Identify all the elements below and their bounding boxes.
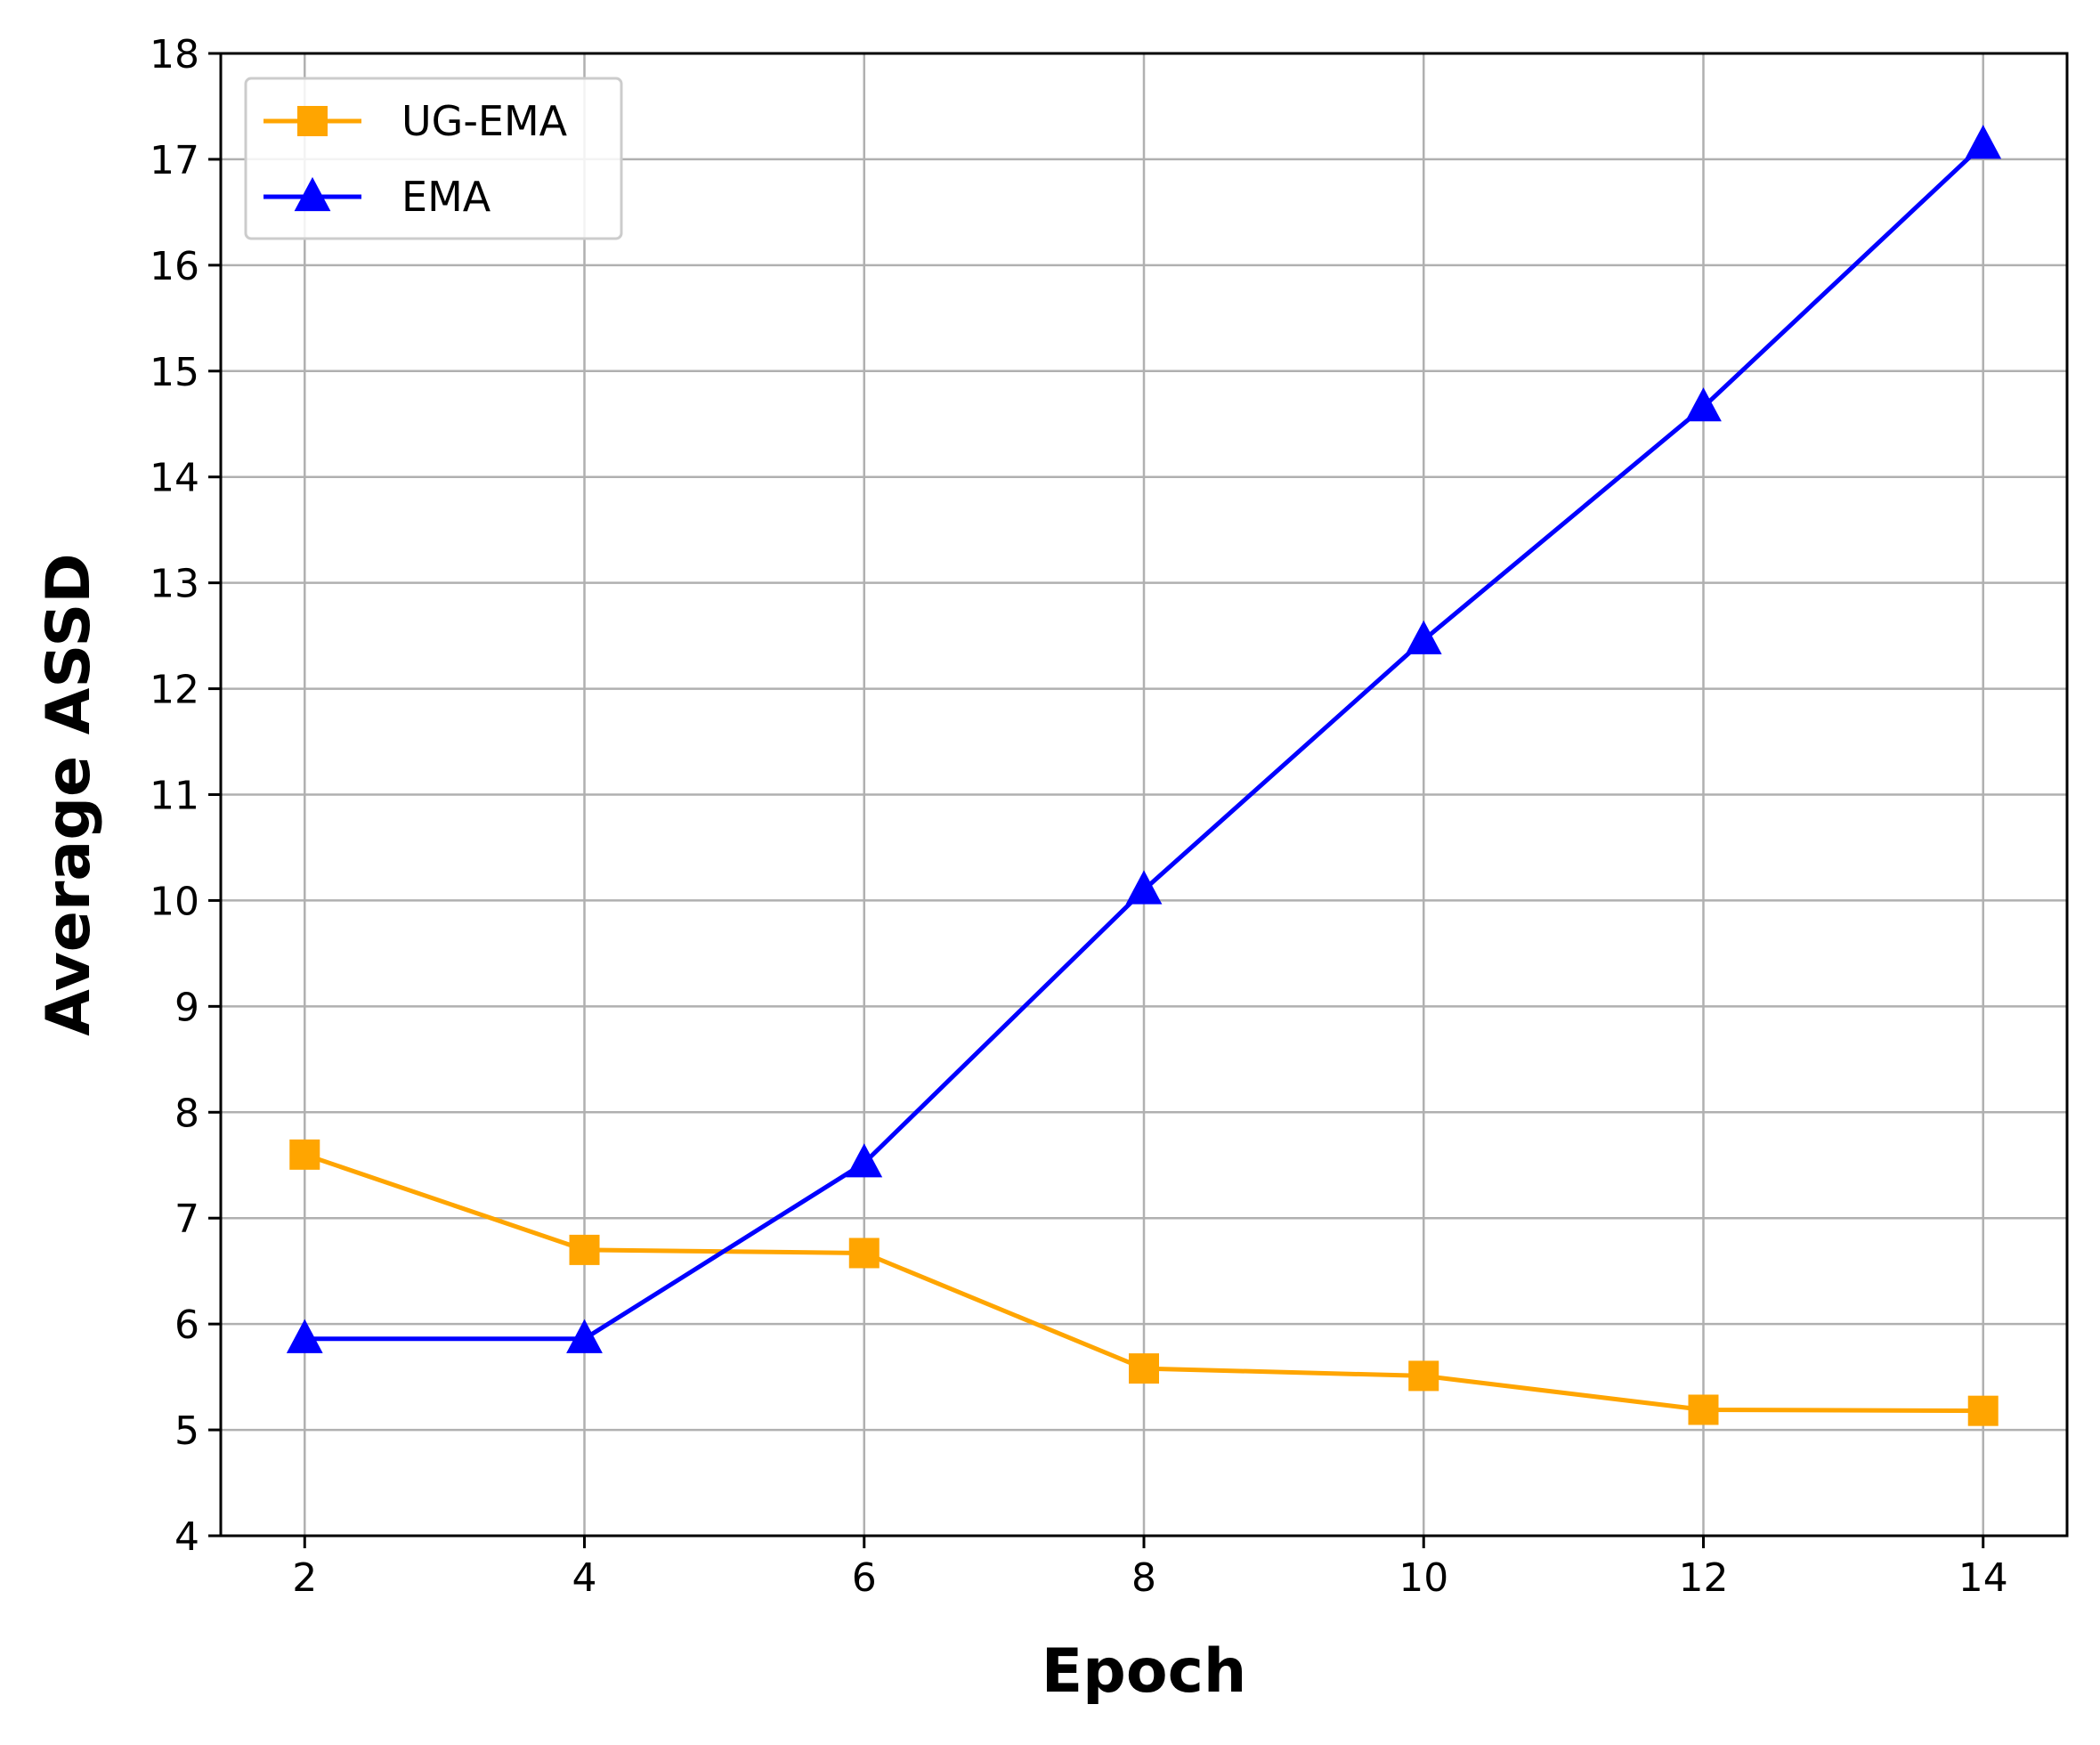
data-point-ema bbox=[1965, 125, 2002, 159]
data-point-ema bbox=[846, 1143, 883, 1178]
x-tick-label: 4 bbox=[572, 1555, 597, 1601]
legend-label: EMA bbox=[401, 173, 491, 221]
legend-item-ema: EMA bbox=[264, 173, 491, 221]
y-tick-label: 8 bbox=[174, 1091, 199, 1136]
y-tick-label: 18 bbox=[150, 32, 199, 77]
y-tick-label: 17 bbox=[150, 138, 199, 183]
x-tick-label: 12 bbox=[1678, 1555, 1728, 1601]
x-axis-title: Epoch bbox=[1042, 1636, 1247, 1707]
y-tick-label: 11 bbox=[150, 774, 199, 819]
y-tick-label: 7 bbox=[174, 1197, 199, 1242]
ticks: 2 4 6 8 10 12 14 4 5 6 7 8 9 10 11 12 13 14 15 16 17 18 bbox=[150, 32, 2008, 1601]
data-point-ema bbox=[566, 1319, 603, 1353]
x-tick-label: 6 bbox=[852, 1555, 877, 1601]
data-point-ema bbox=[1125, 870, 1163, 905]
x-tick-label: 8 bbox=[1131, 1555, 1156, 1601]
data-point-ug-ema bbox=[289, 1139, 320, 1170]
legend-marker-ema bbox=[294, 176, 331, 212]
y-axis-title: Average ASSD bbox=[34, 553, 104, 1036]
y-tick-label: 10 bbox=[150, 879, 199, 924]
y-tick-label: 4 bbox=[174, 1514, 199, 1560]
data-point-ug-ema bbox=[1688, 1394, 1719, 1425]
y-tick-label: 12 bbox=[150, 668, 199, 713]
legend-item-ug-ema: UG-EMA bbox=[264, 97, 568, 145]
data-point-ema bbox=[286, 1319, 323, 1353]
y-tick-label: 16 bbox=[150, 244, 199, 289]
data-point-ug-ema bbox=[848, 1238, 880, 1269]
data-point-ema bbox=[1405, 620, 1442, 654]
legend: UG-EMA EMA bbox=[244, 77, 623, 240]
data-point-ug-ema bbox=[1129, 1353, 1159, 1384]
series-ema bbox=[286, 125, 2002, 1353]
x-tick-label: 2 bbox=[292, 1555, 317, 1601]
y-tick-label: 6 bbox=[174, 1303, 199, 1348]
x-tick-label: 10 bbox=[1399, 1555, 1448, 1601]
y-tick-label: 13 bbox=[150, 562, 199, 607]
data-point-ug-ema bbox=[569, 1234, 600, 1265]
data-point-ema bbox=[1685, 387, 1722, 422]
y-tick-label: 9 bbox=[174, 985, 199, 1030]
series-layer bbox=[286, 125, 2002, 1426]
data-point-ug-ema bbox=[1408, 1360, 1439, 1392]
x-tick-label: 14 bbox=[1958, 1555, 2008, 1601]
data-point-ug-ema bbox=[1967, 1395, 1999, 1426]
y-tick-label: 15 bbox=[150, 350, 199, 395]
legend-marker-ug-ema bbox=[297, 106, 328, 136]
y-tick-label: 14 bbox=[150, 456, 199, 501]
series-ug-ema bbox=[289, 1139, 1999, 1426]
y-tick-label: 5 bbox=[174, 1408, 199, 1454]
legend-label: UG-EMA bbox=[401, 97, 568, 145]
